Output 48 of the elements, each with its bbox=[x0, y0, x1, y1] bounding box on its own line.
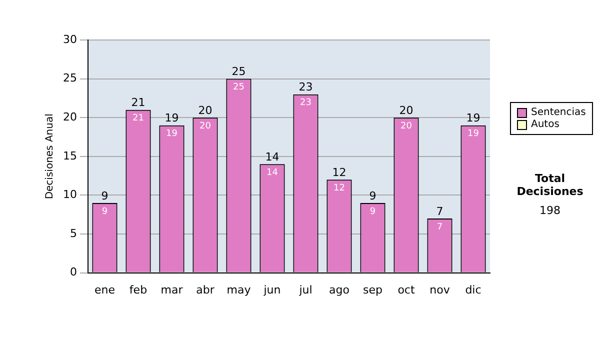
data-label: 12 bbox=[334, 184, 345, 194]
total-label: 20 bbox=[198, 104, 212, 117]
data-label: 20 bbox=[400, 121, 412, 132]
y-tick-label: 5 bbox=[70, 226, 77, 240]
total-label: 12 bbox=[332, 166, 346, 180]
total-label: 23 bbox=[298, 80, 313, 94]
y-tick-label: 30 bbox=[62, 32, 77, 46]
total-label: 14 bbox=[265, 150, 280, 164]
y-tick-label: 25 bbox=[62, 72, 77, 85]
data-label: 19 bbox=[468, 129, 480, 140]
x-tick-label: ene bbox=[94, 283, 116, 296]
x-tick-label: feb bbox=[129, 283, 148, 296]
y-axis-title: Decisiones Anual bbox=[44, 114, 56, 200]
data-label: 19 bbox=[166, 129, 178, 140]
x-tick-label: nov bbox=[430, 283, 450, 296]
x-tick-label: mar bbox=[160, 283, 184, 296]
data-label: 20 bbox=[200, 121, 212, 132]
total-label: 21 bbox=[131, 96, 146, 110]
x-tick-label: ago bbox=[329, 283, 350, 296]
total-label: 7 bbox=[436, 204, 444, 218]
y-tick-label: 20 bbox=[62, 110, 77, 124]
total-label: 9 bbox=[369, 189, 376, 202]
text: Total Decisiones bbox=[516, 172, 584, 198]
total-label: 19 bbox=[466, 112, 480, 125]
x-tick-label: jul bbox=[298, 283, 312, 296]
data-label: 25 bbox=[233, 82, 244, 93]
data-label: 9 bbox=[102, 206, 108, 217]
legend-label: Autos bbox=[531, 119, 560, 130]
x-tick-label: abr bbox=[196, 283, 215, 296]
data-label: 21 bbox=[132, 114, 144, 124]
x-tick-label: jun bbox=[262, 283, 281, 296]
data-label: 14 bbox=[266, 168, 278, 178]
y-tick-label: 10 bbox=[62, 188, 77, 202]
text: 198 bbox=[538, 204, 562, 217]
x-tick-label: dic bbox=[465, 283, 482, 296]
x-tick-label: oct bbox=[398, 283, 416, 296]
data-label: 9 bbox=[370, 206, 376, 217]
total-label: 19 bbox=[164, 112, 179, 125]
total-label: 20 bbox=[399, 104, 414, 117]
total-label: 25 bbox=[232, 65, 246, 78]
x-tick-label: may bbox=[226, 283, 252, 296]
x-tick-label: sep bbox=[363, 283, 383, 296]
y-tick-label: 15 bbox=[62, 149, 77, 162]
y-tick-label: 0 bbox=[70, 266, 77, 279]
data-label: 7 bbox=[436, 222, 443, 232]
legend-label: Sentencias bbox=[531, 107, 586, 118]
data-label: 23 bbox=[300, 98, 312, 108]
total-label: 9 bbox=[101, 189, 108, 202]
